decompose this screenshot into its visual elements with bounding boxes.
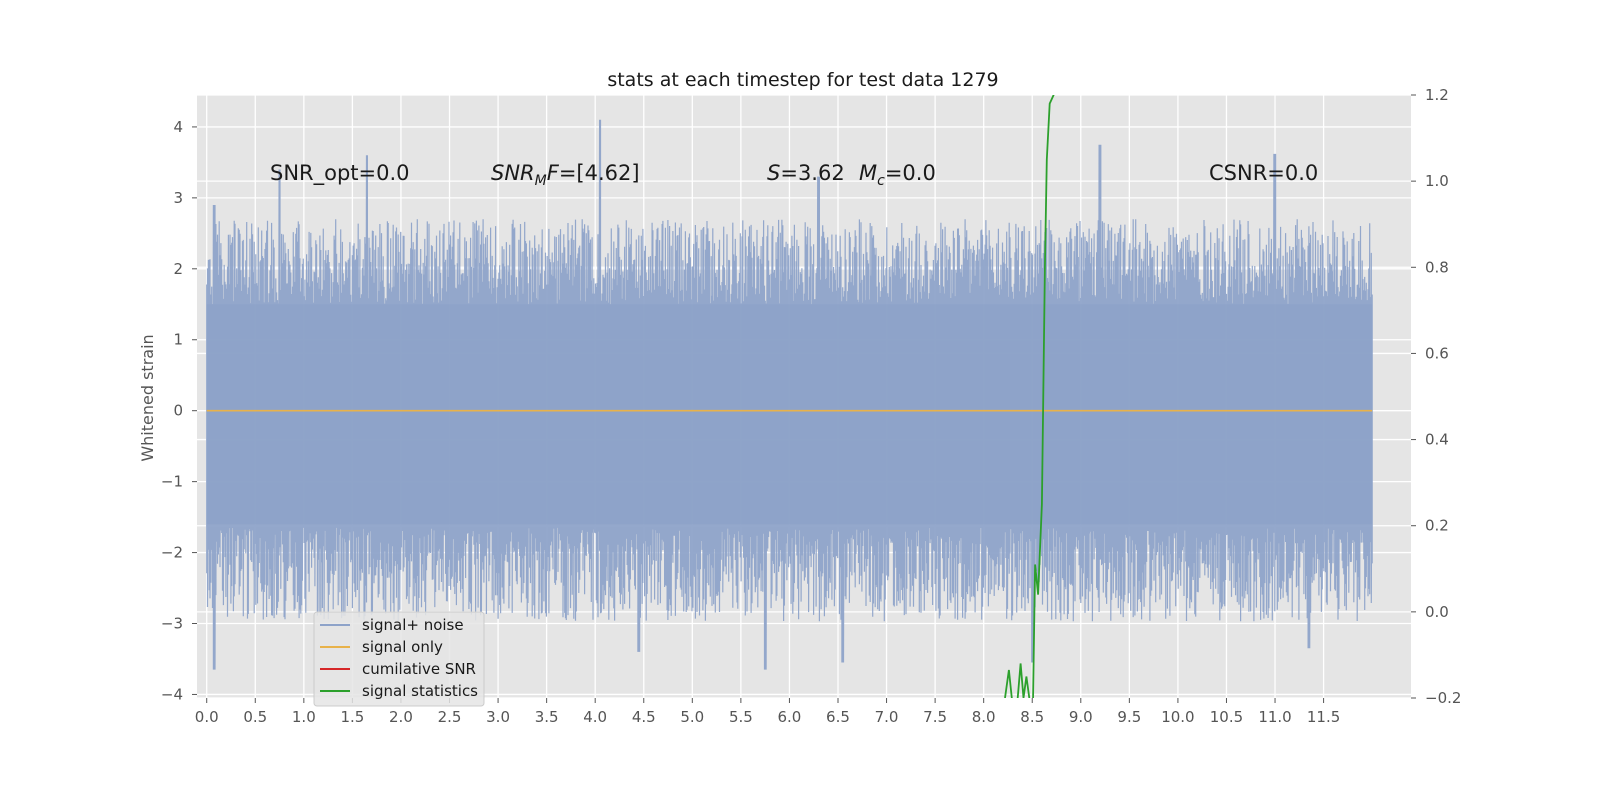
y-tick-label: −4 <box>161 685 183 703</box>
signal-statistics-line <box>1004 95 1055 698</box>
x-tick-label: 8.0 <box>972 708 996 726</box>
y2-tick-label: 0.4 <box>1425 431 1449 449</box>
x-tick-label: 6.5 <box>826 708 850 726</box>
x-tick-label: 11.5 <box>1307 708 1340 726</box>
x-tick-label: 8.5 <box>1020 708 1044 726</box>
y2-tick-label: 0.8 <box>1425 258 1449 276</box>
y-tick-label: −3 <box>161 615 183 633</box>
x-tick-label: 9.5 <box>1117 708 1141 726</box>
y2-tick-label: −0.2 <box>1425 689 1461 707</box>
y-tick-label: −2 <box>161 544 183 562</box>
x-tick-label: 0.0 <box>195 708 219 726</box>
legend-box <box>313 611 485 707</box>
legend-label-noise: signal+ noise <box>362 616 464 634</box>
y-tick-label: 3 <box>173 189 183 207</box>
annotation-snr-opt: SNR_opt=0.0 <box>270 161 410 186</box>
y-tick-label: −1 <box>161 473 183 491</box>
legend: signal+ noise signal only cumilative SNR… <box>313 611 485 707</box>
legend-label-signal-only: signal only <box>362 638 443 656</box>
x-tick-label: 2.0 <box>389 708 413 726</box>
annotation-csnr: CSNR=0.0 <box>1209 161 1318 185</box>
x-tick-label: 3.5 <box>535 708 559 726</box>
y2-tick-label: 0.0 <box>1425 603 1449 621</box>
x-tick-label: 6.0 <box>778 708 802 726</box>
annotation-snr-mf-value: =[4.62] <box>559 161 640 185</box>
x-tick-label: 3.0 <box>486 708 510 726</box>
x-tick-label: 0.5 <box>243 708 267 726</box>
annotation-mc: Mc=0.0 <box>859 161 936 189</box>
x-tick-label: 4.5 <box>632 708 656 726</box>
x-tick-label: 1.0 <box>292 708 316 726</box>
axes: 0.0 0.5 1.0 1.5 2.0 2.5 3.0 3.5 4.0 4.5 5.0 5.5 6.0 6… <box>161 86 1462 726</box>
legend-label-statistics: signal statistics <box>362 682 478 700</box>
x-tick-label: 5.5 <box>729 708 753 726</box>
x-tick-label: 5.0 <box>680 708 704 726</box>
x-tick-label: 2.5 <box>438 708 462 726</box>
annotation-snr-mf: SNRMF=[4.62] <box>491 161 640 189</box>
y2-tick-label: 1.0 <box>1425 172 1449 190</box>
y-tick-label: 4 <box>173 118 183 136</box>
x-tick-label: 10.0 <box>1161 708 1194 726</box>
x-tick-label: 9.0 <box>1069 708 1093 726</box>
annotation-mc-value: =0.0 <box>885 161 936 185</box>
x-tick-label: 7.5 <box>923 708 947 726</box>
legend-label-cumulative: cumilative SNR <box>362 660 476 678</box>
signal-noise-band <box>206 304 1373 525</box>
annotation-s-value: =3.62 <box>780 161 844 185</box>
x-tick-label: 7.0 <box>875 708 899 726</box>
y-tick-label: 0 <box>173 402 183 420</box>
y-axis-label: Whitened strain <box>138 334 157 461</box>
signal-noise-series <box>206 119 1373 670</box>
chart-title: stats at each timestep for test data 127… <box>607 69 998 91</box>
y-tick-label: 2 <box>173 260 183 278</box>
x-tick-label: 1.5 <box>340 708 364 726</box>
x-tick-label: 11.0 <box>1258 708 1291 726</box>
y2-tick-label: 0.2 <box>1425 517 1449 535</box>
x-tick-label: 4.0 <box>583 708 607 726</box>
y2-tick-label: 1.2 <box>1425 86 1449 104</box>
y-tick-label: 1 <box>173 331 183 349</box>
line-series <box>206 95 1373 698</box>
x-tick-label: 10.5 <box>1210 708 1243 726</box>
y2-tick-label: 0.6 <box>1425 344 1449 362</box>
annotation-s: S=3.62 <box>767 161 845 185</box>
